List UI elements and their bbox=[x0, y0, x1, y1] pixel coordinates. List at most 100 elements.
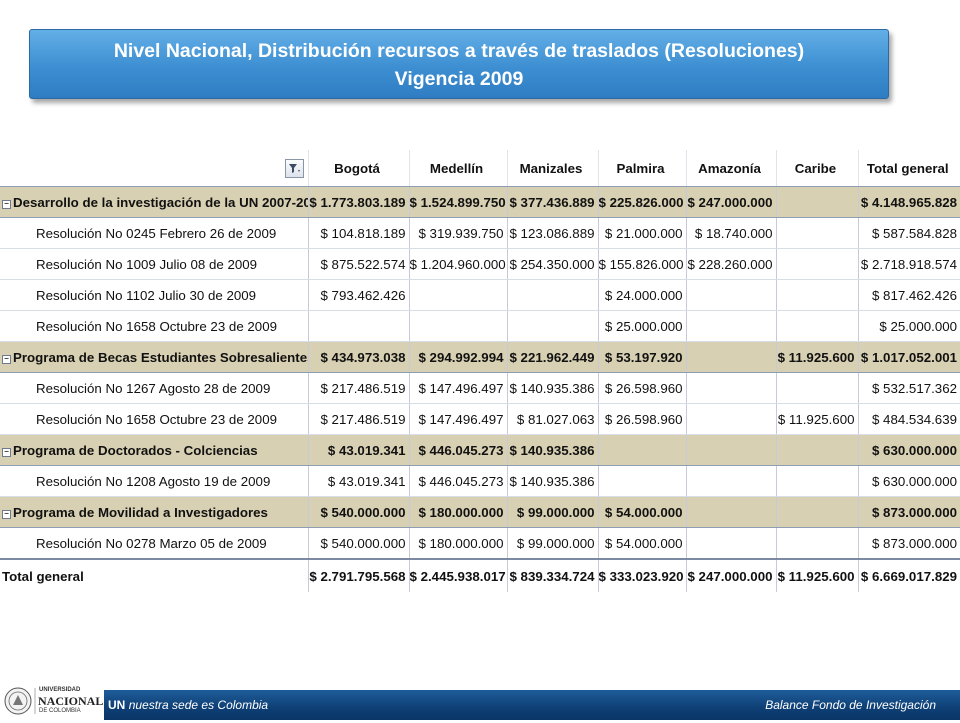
value-cell bbox=[776, 186, 859, 218]
value-cell: $ 2.791.795.568 bbox=[308, 558, 410, 592]
value-cell: $ 53.197.920 bbox=[598, 341, 687, 373]
col-header-manizales: Manizales bbox=[507, 150, 599, 187]
value-cell: $ 217.486.519 bbox=[308, 403, 410, 435]
value-cell bbox=[308, 310, 410, 342]
value-cell: $ 11.925.600 bbox=[776, 403, 859, 435]
col-header-medellin: Medellín bbox=[409, 150, 508, 187]
resolution-row: Resolución No 1102 Julio 30 de 2009 $ 793… bbox=[0, 279, 960, 311]
value-cell: $ 319.939.750 bbox=[409, 217, 508, 249]
footer-title: Balance Fondo de Investigación bbox=[765, 698, 936, 712]
resolution-row: Resolución No 1208 Agosto 19 de 2009 $ 43… bbox=[0, 465, 960, 497]
value-cell bbox=[686, 372, 777, 404]
value-cell bbox=[776, 279, 859, 311]
value-cell: $ 4.148.965.828 bbox=[858, 186, 960, 218]
row-label-cell: Resolución No 1102 Julio 30 de 2009 bbox=[0, 279, 309, 311]
value-cell bbox=[686, 403, 777, 435]
row-label-cell: Resolución No 0278 Marzo 05 de 2009 bbox=[0, 527, 309, 560]
value-cell bbox=[776, 372, 859, 404]
value-cell: $ 254.350.000 bbox=[507, 248, 599, 280]
value-cell bbox=[776, 434, 859, 466]
col-header-amazonia: Amazonía bbox=[686, 150, 777, 187]
value-cell: $ 221.962.449 bbox=[507, 341, 599, 373]
group-label-cell[interactable]: − Programa de Becas Estudiantes Sobresali… bbox=[0, 341, 309, 373]
value-cell: $ 630.000.000 bbox=[858, 434, 960, 466]
value-cell bbox=[409, 279, 508, 311]
value-cell bbox=[776, 217, 859, 249]
value-cell: $ 18.740.000 bbox=[686, 217, 777, 249]
value-cell bbox=[776, 310, 859, 342]
value-cell: $ 1.524.899.750 bbox=[409, 186, 508, 218]
row-label: Resolución No 0245 Febrero 26 de 2009 bbox=[36, 225, 277, 241]
value-cell: $ 147.496.497 bbox=[409, 372, 508, 404]
row-label: Programa de Doctorados - Colciencias bbox=[13, 442, 258, 458]
value-cell bbox=[598, 465, 687, 497]
value-cell: $ 587.584.828 bbox=[858, 217, 960, 249]
row-label-cell: Total general bbox=[0, 558, 309, 592]
row-label: Programa de Becas Estudiantes Sobresalie… bbox=[13, 349, 308, 365]
pivot-table: Bogotá Medellín Manizales Palmira Amazon… bbox=[0, 150, 960, 592]
value-cell: $ 25.000.000 bbox=[858, 310, 960, 342]
row-label: Resolución No 1267 Agosto 28 de 2009 bbox=[36, 380, 271, 396]
col-header-bogota: Bogotá bbox=[308, 150, 410, 187]
collapse-icon[interactable]: − bbox=[2, 447, 11, 457]
value-cell: $ 294.992.994 bbox=[409, 341, 508, 373]
slide-title: Nivel Nacional, Distribución recursos a … bbox=[113, 40, 805, 62]
logo-text-1: UNIVERSIDAD bbox=[39, 687, 81, 693]
value-cell: $ 123.086.889 bbox=[507, 217, 599, 249]
filter-icon[interactable] bbox=[284, 158, 304, 178]
value-cell bbox=[686, 279, 777, 311]
value-cell: $ 540.000.000 bbox=[308, 496, 410, 528]
value-cell: $ 228.260.000 bbox=[686, 248, 777, 280]
group-row: − Programa de Movilidad a Investigadores $… bbox=[0, 496, 960, 528]
value-cell: $ 630.000.000 bbox=[858, 465, 960, 497]
row-label-cell: Resolución No 1658 Octubre 23 de 2009 bbox=[0, 310, 309, 342]
resolution-row: Resolución No 1658 Octubre 23 de 2009 $ 2… bbox=[0, 310, 960, 342]
footer-bar: UN nuestra sede es Colombia Balance Fond… bbox=[104, 690, 960, 720]
row-label: Resolución No 1009 Julio 08 de 2009 bbox=[36, 256, 258, 272]
resolution-row: Resolución No 0245 Febrero 26 de 2009 $ 1… bbox=[0, 217, 960, 249]
row-label: Desarrollo de la investigación de la UN … bbox=[13, 194, 308, 210]
row-labels-header bbox=[0, 150, 309, 187]
group-label-cell[interactable]: − Programa de Movilidad a Investigadores bbox=[0, 496, 309, 528]
row-label-cell: Resolución No 1658 Octubre 23 de 2009 bbox=[0, 403, 309, 435]
collapse-icon[interactable]: − bbox=[2, 509, 11, 519]
col-header-palmira: Palmira bbox=[598, 150, 687, 187]
value-cell: $ 1.017.052.001 bbox=[858, 341, 960, 373]
value-cell bbox=[686, 496, 777, 528]
value-cell bbox=[776, 465, 859, 497]
value-cell: $ 43.019.341 bbox=[308, 465, 410, 497]
value-cell: $ 247.000.000 bbox=[686, 186, 777, 218]
value-cell: $ 104.818.189 bbox=[308, 217, 410, 249]
row-label: Total general bbox=[2, 568, 84, 584]
value-cell: $ 11.925.600 bbox=[776, 341, 859, 373]
value-cell: $ 217.486.519 bbox=[308, 372, 410, 404]
value-cell bbox=[686, 310, 777, 342]
value-cell: $ 2.718.918.574 bbox=[858, 248, 960, 280]
value-cell: $ 873.000.000 bbox=[858, 527, 960, 560]
value-cell: $ 99.000.000 bbox=[507, 496, 599, 528]
group-row: − Programa de Doctorados - Colciencias $ 4… bbox=[0, 434, 960, 466]
value-cell: $ 26.598.960 bbox=[598, 403, 687, 435]
value-cell: $ 99.000.000 bbox=[507, 527, 599, 560]
value-cell: $ 25.000.000 bbox=[598, 310, 687, 342]
collapse-icon[interactable]: − bbox=[2, 199, 11, 209]
value-cell bbox=[776, 527, 859, 560]
group-row: − Desarrollo de la investigación de la UN… bbox=[0, 186, 960, 218]
resolution-row: Resolución No 1658 Octubre 23 de 2009 $ 2… bbox=[0, 403, 960, 435]
row-label-cell: Resolución No 1009 Julio 08 de 2009 bbox=[0, 248, 309, 280]
value-cell: $ 180.000.000 bbox=[409, 496, 508, 528]
value-cell: $ 333.023.920 bbox=[598, 558, 687, 592]
logo-text-2: NACIONAL bbox=[38, 694, 104, 708]
value-cell bbox=[776, 248, 859, 280]
resolution-row: Resolución No 1009 Julio 08 de 2009 $ 875… bbox=[0, 248, 960, 280]
value-cell: $ 155.826.000 bbox=[598, 248, 687, 280]
value-cell bbox=[686, 341, 777, 373]
value-cell: $ 147.496.497 bbox=[409, 403, 508, 435]
group-label-cell[interactable]: − Programa de Doctorados - Colciencias bbox=[0, 434, 309, 466]
group-row: − Programa de Becas Estudiantes Sobresali… bbox=[0, 341, 960, 373]
collapse-icon[interactable]: − bbox=[2, 354, 11, 364]
pivot-body: − Desarrollo de la investigación de la UN… bbox=[0, 186, 960, 592]
value-cell bbox=[598, 434, 687, 466]
group-label-cell[interactable]: − Desarrollo de la investigación de la UN… bbox=[0, 186, 309, 218]
value-cell: $ 43.019.341 bbox=[308, 434, 410, 466]
